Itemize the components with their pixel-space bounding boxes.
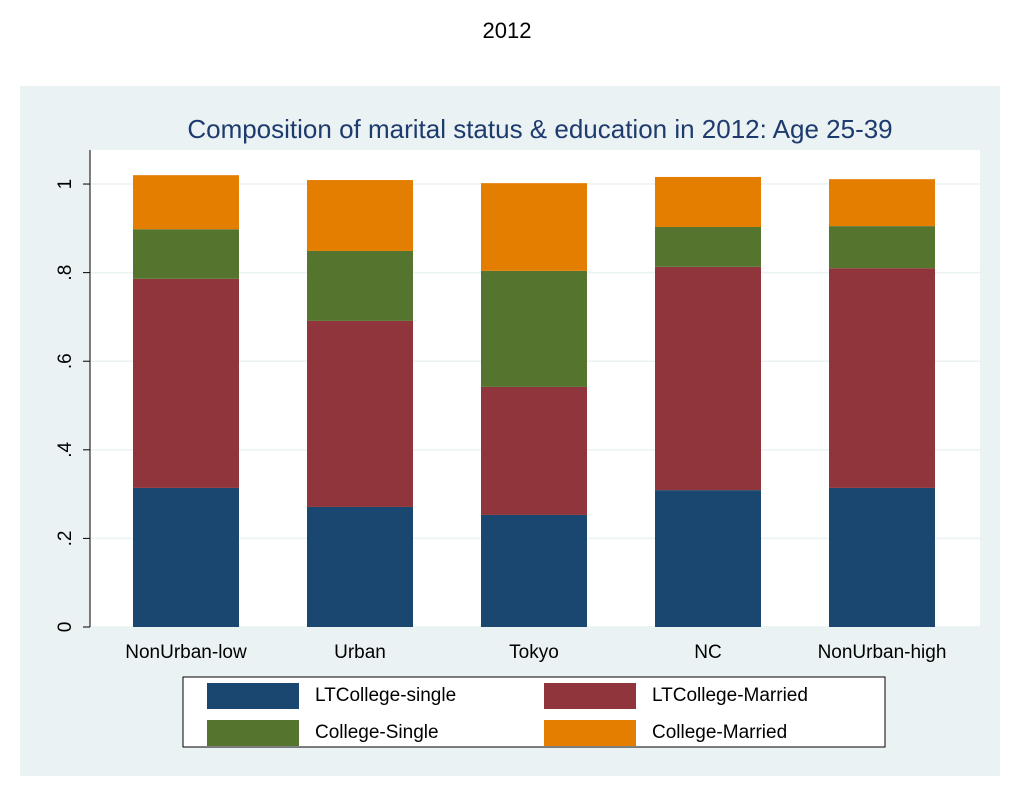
x-tick-label: NC [694,642,721,663]
bar-segment [481,270,587,387]
legend-label: LTCollege-Married [652,685,808,706]
legend-label: LTCollege-single [315,685,456,706]
bar-segment [829,268,935,488]
y-tick-label: 0 [55,622,76,633]
legend [182,676,886,748]
bar-segment [829,487,935,627]
x-tick-label: NonUrban-high [818,642,947,663]
bar-segment [481,514,587,627]
bar-segment [655,266,761,491]
bar-segment [655,176,761,228]
x-tick-label: NonUrban-low [125,642,247,663]
bar-segment [481,183,587,271]
bar-segment [655,227,761,267]
legend-label: College-Married [652,722,787,743]
bar-segment [307,180,413,251]
y-tick-label: .6 [55,353,76,369]
y-tick-label: 1 [55,179,76,190]
bar-segment [133,278,239,488]
bar-segment [829,179,935,227]
bar-segment [133,229,239,279]
y-tick-label: .2 [55,530,76,546]
chart-title: Composition of marital status & educatio… [187,114,892,144]
legend-swatch [207,683,299,709]
legend-swatch [207,720,299,746]
y-tick-label: .4 [55,441,76,457]
bar-segment [829,226,935,269]
y-tick-label: .8 [55,265,76,281]
legend-swatch [544,683,636,709]
legend-label: College-Single [315,722,439,743]
bar-segment [133,175,239,230]
bar-segment [481,386,587,515]
bar-segment [307,250,413,321]
page-title: 2012 [483,18,532,43]
bar-segment [307,320,413,507]
legend-swatch [544,720,636,746]
bar-segment [655,490,761,627]
bar-segment [307,506,413,627]
x-tick-label: Tokyo [509,642,559,663]
bar-segment [133,487,239,627]
x-tick-label: Urban [334,642,386,663]
